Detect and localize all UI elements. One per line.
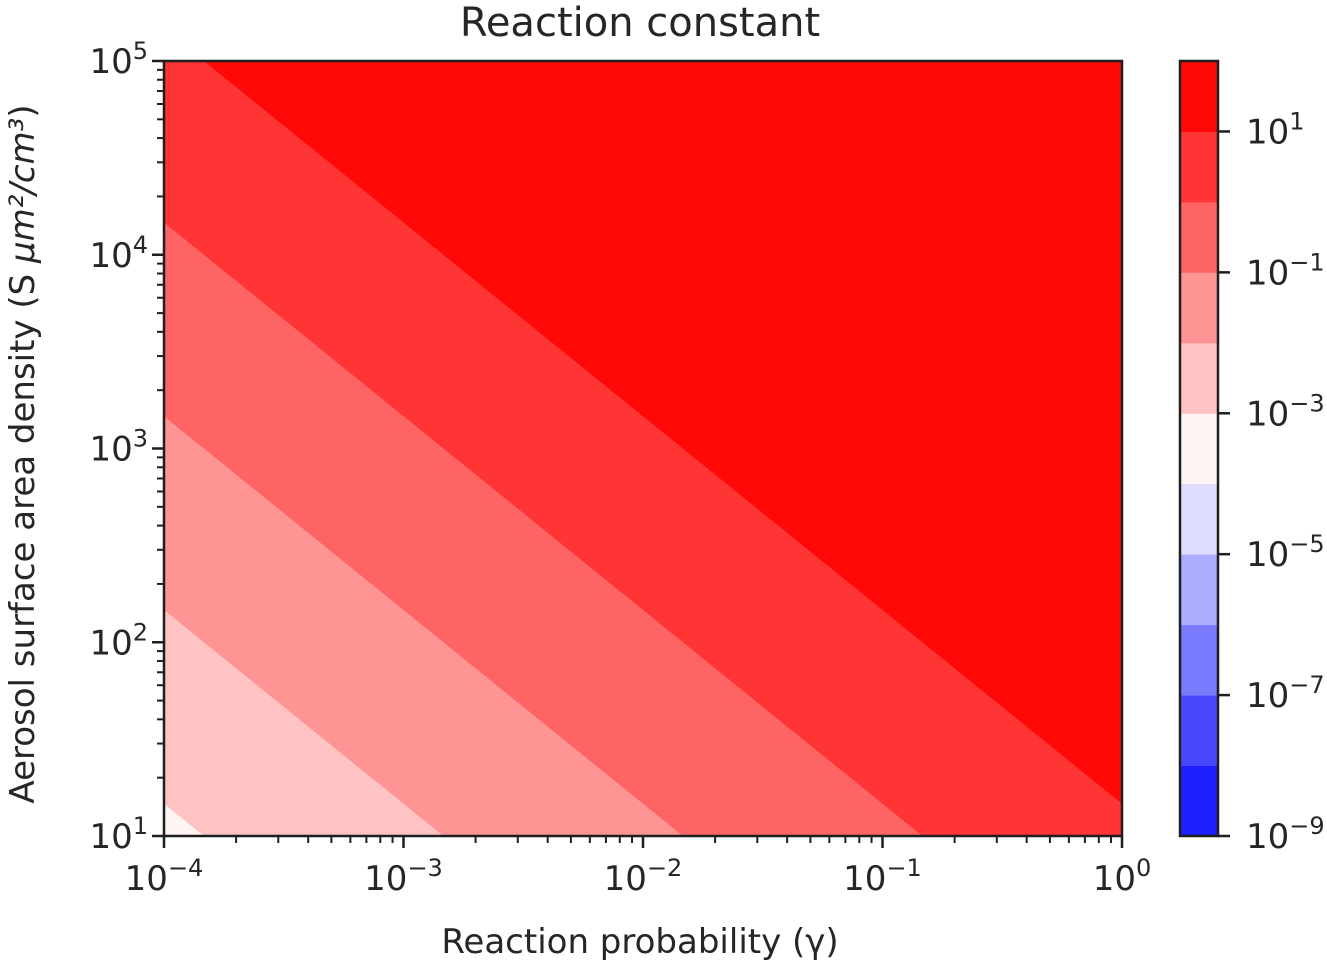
x-tick-label: 10−4 — [125, 854, 204, 899]
x-tick-label: 100 — [1093, 854, 1152, 899]
colorbar-segment — [1180, 624, 1218, 696]
y-tick-label: 101 — [89, 812, 148, 857]
y-tick-label: 104 — [89, 231, 148, 276]
chart-title: Reaction constant — [460, 0, 820, 46]
colorbar-tick-label: 10−3 — [1246, 389, 1325, 434]
colorbar-segment — [1180, 554, 1218, 626]
colorbar-segment — [1180, 201, 1218, 273]
colorbar-tick-label: 10−7 — [1246, 671, 1325, 716]
x-tick-label: 10−2 — [604, 854, 683, 899]
colorbar-segment — [1180, 413, 1218, 485]
colorbar-segment — [1180, 695, 1218, 767]
y-axis-label: Aerosol surface area density (S μm²/cm³) — [3, 104, 43, 803]
colorbar-segment — [1180, 131, 1218, 203]
x-tick-label: 10−1 — [843, 854, 922, 899]
contour-band — [164, 61, 1122, 836]
minor-ticks — [157, 68, 1113, 843]
colorbar-frame — [1178, 59, 1220, 838]
y-tick-label: 105 — [89, 37, 148, 82]
x-axis: 10−4 10−3 10−2 10−1 100 — [125, 836, 1152, 899]
contour-band — [203, 61, 1122, 804]
colorbar-segment — [1180, 272, 1218, 344]
colorbar-tick-label: 101 — [1246, 107, 1305, 152]
y-tick-label: 103 — [89, 425, 148, 470]
colorbar-segment — [1180, 483, 1218, 555]
colorbar-segment — [1180, 765, 1218, 837]
y-axis: 101 102 103 104 105 — [89, 37, 164, 857]
colorbar-segment — [1180, 61, 1218, 132]
contour-bands — [164, 61, 1122, 836]
colorbar-segment — [1180, 342, 1218, 414]
x-axis-label: Reaction probability (γ) — [441, 922, 838, 962]
colorbar-tick-label: 10−5 — [1246, 530, 1325, 575]
colorbar-tick-label: 10−1 — [1246, 248, 1325, 293]
x-tick-label: 10−3 — [364, 854, 443, 899]
y-tick-label: 102 — [89, 618, 148, 663]
colorbar-ticks: 101 10−1 10−3 10−5 10−7 10−9 — [1218, 107, 1325, 857]
colorbar-tick-label: 10−9 — [1246, 812, 1325, 857]
colorbar — [1180, 61, 1218, 837]
